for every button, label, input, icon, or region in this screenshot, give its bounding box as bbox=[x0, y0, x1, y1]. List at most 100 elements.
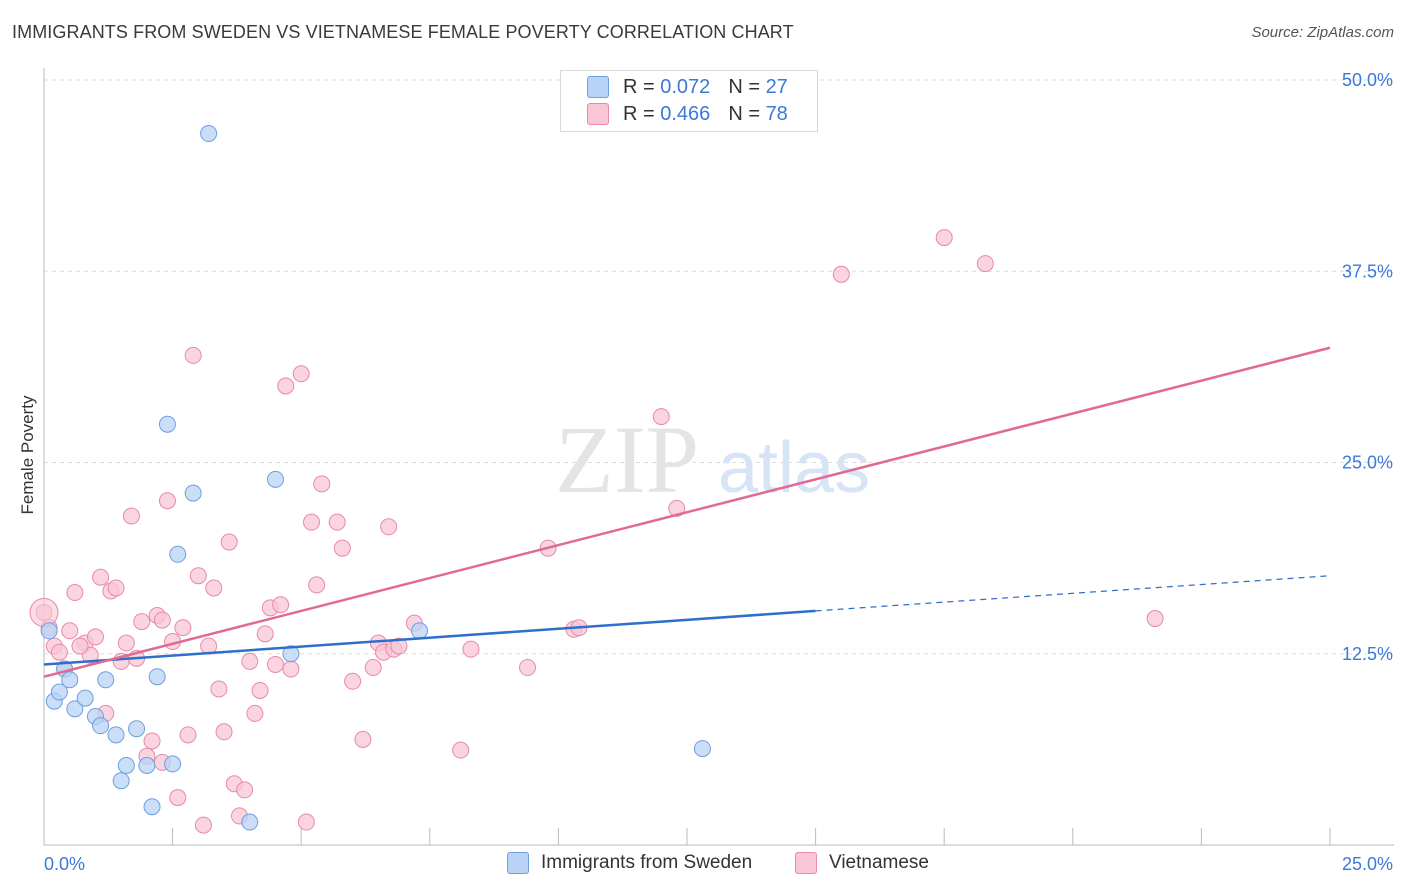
sweden-point bbox=[128, 720, 146, 738]
bottom-legend-sweden: Immigrants from Sweden bbox=[507, 852, 752, 874]
sweden-point bbox=[40, 622, 58, 640]
legend-r-label: R = bbox=[623, 75, 661, 98]
x-tick-label: 0.0% bbox=[44, 854, 85, 874]
vietnamese-point bbox=[143, 732, 161, 750]
bottom-legend-label-vietnamese: Vietnamese bbox=[829, 852, 929, 873]
vietnamese-point bbox=[344, 672, 362, 690]
vietnamese-point bbox=[29, 597, 59, 627]
legend-n-value: 78 bbox=[765, 102, 788, 125]
legend-r-label: R = bbox=[623, 102, 661, 125]
legend-n-label: N = bbox=[728, 75, 766, 98]
sweden-point bbox=[117, 756, 135, 774]
vietnamese-point bbox=[194, 816, 212, 834]
vietnamese-point bbox=[66, 584, 84, 602]
legend-r-value: 0.466 bbox=[660, 102, 711, 125]
vietnamese-point bbox=[832, 265, 850, 283]
legend-n-label: N = bbox=[728, 102, 766, 125]
vietnamese-point bbox=[652, 408, 670, 426]
vietnamese-point bbox=[354, 730, 372, 748]
vietnamese-point bbox=[935, 229, 953, 247]
sweden-point bbox=[112, 772, 130, 790]
vietnamese-point bbox=[297, 813, 315, 831]
legend-row-sweden: R = 0.072 N = 27 bbox=[587, 75, 788, 99]
vietnamese-point bbox=[184, 346, 202, 364]
legend: R = 0.072 N = 27 R = 0.466 N = 78 bbox=[560, 70, 818, 132]
vietnamese-point bbox=[282, 660, 300, 678]
vietnamese-point bbox=[179, 726, 197, 744]
legend-n-value: 27 bbox=[765, 75, 788, 98]
vietnamese-point bbox=[220, 533, 238, 551]
vietnamese-point bbox=[308, 576, 326, 594]
watermark-atlas: atlas bbox=[718, 428, 870, 508]
legend-row-vietnamese: R = 0.466 N = 78 bbox=[587, 102, 788, 126]
vietnamese-point bbox=[241, 652, 259, 670]
sweden-trend-line bbox=[43, 609, 816, 666]
vietnamese-point bbox=[133, 613, 151, 631]
vietnamese-point bbox=[313, 475, 331, 493]
sweden-point bbox=[693, 740, 711, 758]
vietnamese-point bbox=[256, 625, 274, 643]
legend-r-value: 0.072 bbox=[660, 75, 711, 98]
bottom-legend-vietnamese: Vietnamese bbox=[795, 852, 929, 874]
y-axis-label: Female Poverty bbox=[18, 395, 37, 515]
sweden-point bbox=[169, 545, 187, 563]
vietnamese-point bbox=[277, 377, 295, 395]
y-tick-label: 25.0% bbox=[1342, 453, 1393, 473]
x-tick-label: 25.0% bbox=[1342, 854, 1393, 874]
sweden-point bbox=[266, 470, 284, 488]
vietnamese-point bbox=[272, 596, 290, 614]
vietnamese-point bbox=[117, 634, 135, 652]
vietnamese-point bbox=[462, 640, 480, 658]
sweden-point bbox=[76, 689, 94, 707]
sweden-point bbox=[241, 813, 259, 831]
vietnamese-point bbox=[236, 781, 254, 799]
vietnamese-point bbox=[976, 255, 994, 273]
sweden-point bbox=[158, 415, 176, 433]
sweden-point bbox=[200, 125, 218, 143]
vietnamese-point bbox=[50, 643, 68, 661]
vietnamese-point bbox=[92, 568, 110, 586]
vietnamese-point bbox=[246, 704, 264, 722]
vietnamese-point bbox=[328, 513, 346, 531]
legend-swatch-vietnamese bbox=[587, 103, 609, 125]
vietnamese-point bbox=[215, 723, 233, 741]
sweden-point bbox=[61, 671, 79, 689]
legend-swatch-sweden bbox=[587, 76, 609, 98]
vietnamese-point bbox=[71, 637, 89, 655]
grid-lines bbox=[44, 79, 1394, 655]
chart-title: IMMIGRANTS FROM SWEDEN VS VIETNAMESE FEM… bbox=[12, 22, 794, 42]
vietnamese-point bbox=[189, 567, 207, 585]
tick-labels: 12.5% 25.0% 37.5% 50.0% 0.0% 25.0% bbox=[44, 70, 1393, 874]
vietnamese-point bbox=[122, 507, 140, 525]
sweden-point bbox=[97, 671, 115, 689]
sweden-point bbox=[138, 756, 156, 774]
vietnamese-point bbox=[333, 539, 351, 557]
sweden-point bbox=[148, 668, 166, 686]
vietnamese-point bbox=[210, 680, 228, 698]
sweden-point bbox=[50, 683, 68, 701]
vietnamese-point bbox=[174, 619, 192, 637]
sweden-trend-extension bbox=[815, 575, 1331, 612]
vietnamese-point bbox=[1146, 610, 1164, 628]
y-tick-label: 12.5% bbox=[1342, 644, 1393, 664]
watermark: ZIP atlas bbox=[555, 406, 870, 513]
vietnamese-point bbox=[452, 741, 470, 759]
y-tick-label: 50.0% bbox=[1342, 70, 1393, 90]
vietnamese-point bbox=[390, 637, 408, 655]
trend-lines bbox=[43, 346, 1331, 678]
vietnamese-point bbox=[107, 579, 125, 597]
bottom-legend-label-sweden: Immigrants from Sweden bbox=[541, 852, 753, 873]
watermark-zip: ZIP bbox=[555, 406, 699, 513]
vietnamese-point bbox=[292, 365, 310, 383]
vietnamese-point bbox=[169, 789, 187, 807]
y-tick-label: 37.5% bbox=[1342, 261, 1393, 281]
sweden-point bbox=[66, 700, 84, 718]
sweden-point bbox=[282, 645, 300, 663]
vietnamese-point bbox=[86, 628, 104, 646]
vietnamese-point bbox=[61, 622, 79, 640]
vietnamese-point bbox=[380, 518, 398, 536]
sweden-point bbox=[107, 726, 125, 744]
vietnamese-point bbox=[158, 492, 176, 510]
source-label: Source: ZipAtlas.com bbox=[1251, 24, 1394, 41]
